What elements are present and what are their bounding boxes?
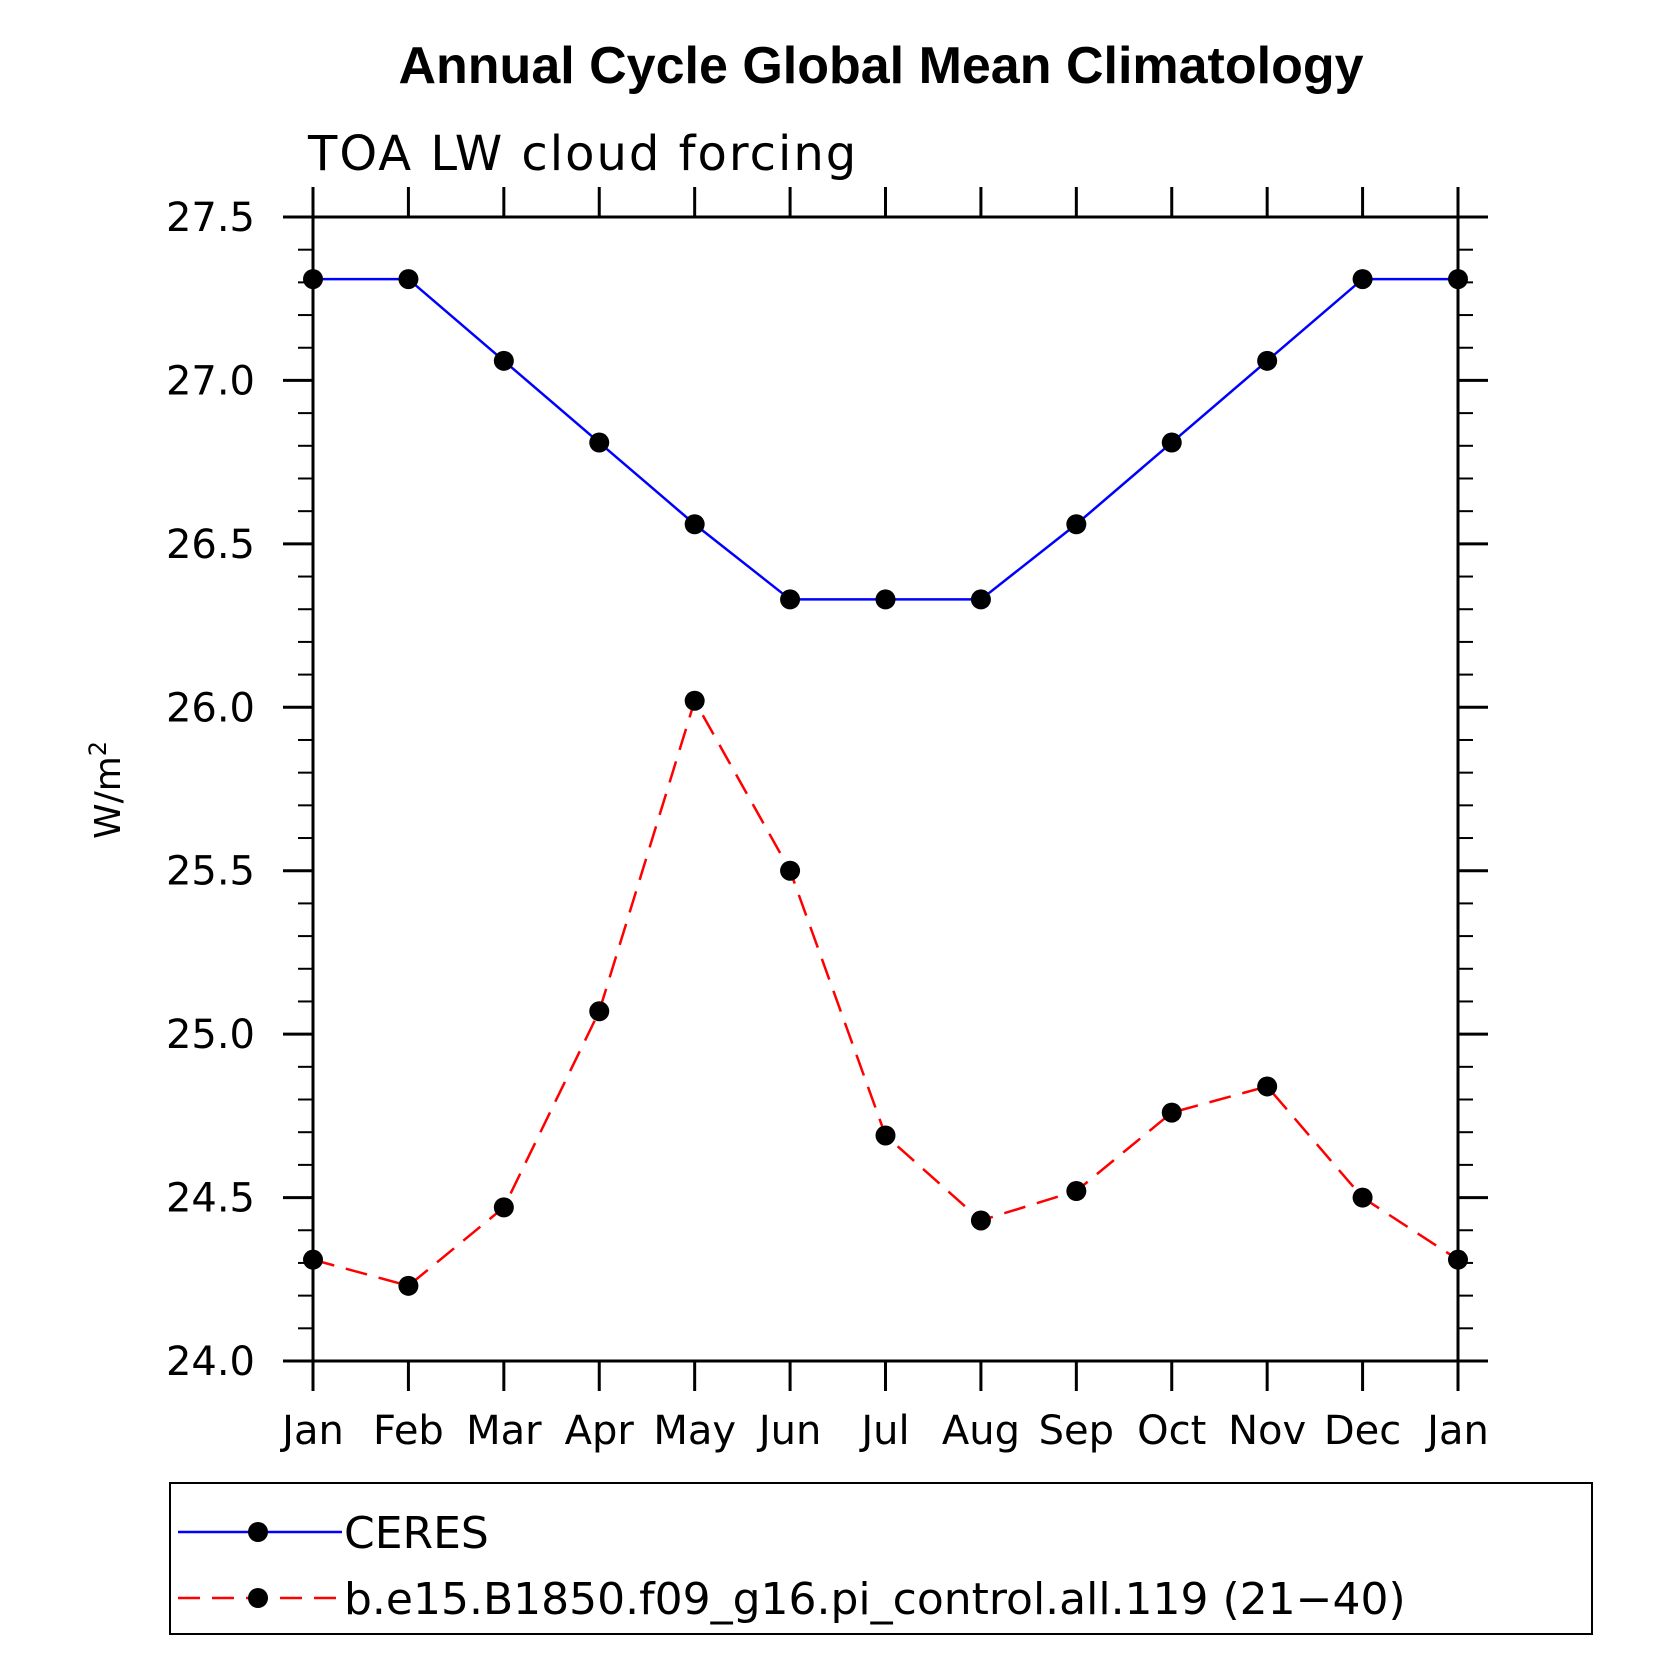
y-tick-label: 24.0	[166, 1339, 255, 1385]
data-point-0	[589, 432, 610, 453]
legend-box	[169, 1482, 1593, 1635]
x-tick-label: Jan	[279, 1408, 344, 1454]
data-point-1	[589, 1001, 610, 1022]
data-point-0	[1257, 350, 1278, 371]
legend-label-1: b.e15.B1850.f09_g16.pi_control.all.119 (…	[344, 1574, 1406, 1625]
x-tick-label: Jan	[1424, 1408, 1489, 1454]
data-point-1	[970, 1210, 991, 1231]
data-point-1	[303, 1249, 323, 1270]
x-tick-label: Nov	[1228, 1408, 1306, 1454]
plot-area: 24.0 24.5 25.0 25.5 26.0 26.5 27.0 27.5 Jan Feb Ma…	[84, 187, 1489, 1454]
data-point-1	[780, 860, 801, 881]
series-line-1	[312, 697, 1459, 1288]
data-point-1	[493, 1197, 514, 1218]
y-tick-label: 25.5	[166, 849, 255, 895]
legend-marker-1	[248, 1588, 268, 1608]
data-point-0	[684, 514, 705, 535]
y-axis-label-main: W/m	[88, 756, 129, 839]
y-tick-label: 26.5	[166, 522, 255, 568]
x-tick-label: Aug	[942, 1408, 1020, 1454]
data-point-1	[1352, 1187, 1373, 1208]
y-tick-label: 27.5	[166, 195, 255, 241]
y-tick-label: 24.5	[166, 1176, 255, 1222]
data-point-0	[398, 269, 419, 290]
y-tick-label: 27.0	[166, 358, 255, 404]
legend-marker-0	[248, 1522, 268, 1542]
x-tick-label: Mar	[466, 1408, 542, 1454]
x-tick-label: Feb	[373, 1408, 444, 1454]
chart-subtitle: TOA LW cloud forcing	[307, 126, 858, 182]
data-point-0	[970, 589, 991, 610]
data-point-0	[493, 350, 514, 371]
data-point-0	[1066, 514, 1087, 535]
series-line-0	[313, 277, 1458, 601]
data-point-0	[303, 269, 323, 290]
plot-frame	[311, 215, 1460, 1363]
data-point-1	[1066, 1181, 1087, 1202]
y-tick-label: 25.0	[166, 1012, 255, 1058]
x-tick-label: Sep	[1039, 1408, 1114, 1454]
x-tick-label: Oct	[1137, 1408, 1206, 1454]
y-axis-label-superscript: 2	[84, 741, 112, 756]
data-point-1	[1257, 1076, 1278, 1097]
chart-title: Annual Cycle Global Mean Climatology	[398, 37, 1363, 95]
data-point-1	[1448, 1249, 1468, 1270]
data-point-1	[1161, 1102, 1182, 1123]
data-point-0	[1352, 269, 1373, 290]
x-tick-label: Dec	[1324, 1408, 1401, 1454]
legend-label-0: CERES	[344, 1508, 489, 1559]
x-tick-label: Jun	[756, 1408, 822, 1454]
x-tick-label: Apr	[565, 1408, 635, 1454]
data-point-0	[1448, 269, 1468, 290]
data-point-1	[398, 1275, 419, 1296]
y-tick-label: 26.0	[166, 685, 255, 731]
data-point-1	[875, 1125, 896, 1146]
y-axis-label: W/m2	[84, 741, 129, 839]
data-point-0	[875, 589, 896, 610]
x-tick-label: Jul	[858, 1408, 909, 1454]
data-point-0	[1161, 432, 1182, 453]
data-point-1	[684, 690, 705, 711]
x-tick-label: May	[653, 1408, 736, 1454]
data-point-0	[780, 589, 801, 610]
legend: CERES b.e15.B1850.f09_g16.pi_control.all.…	[169, 1482, 1593, 1635]
